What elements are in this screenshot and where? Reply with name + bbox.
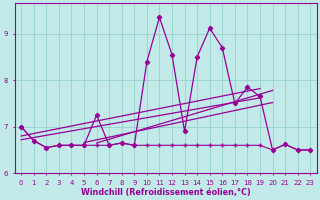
X-axis label: Windchill (Refroidissement éolien,°C): Windchill (Refroidissement éolien,°C)	[81, 188, 251, 197]
